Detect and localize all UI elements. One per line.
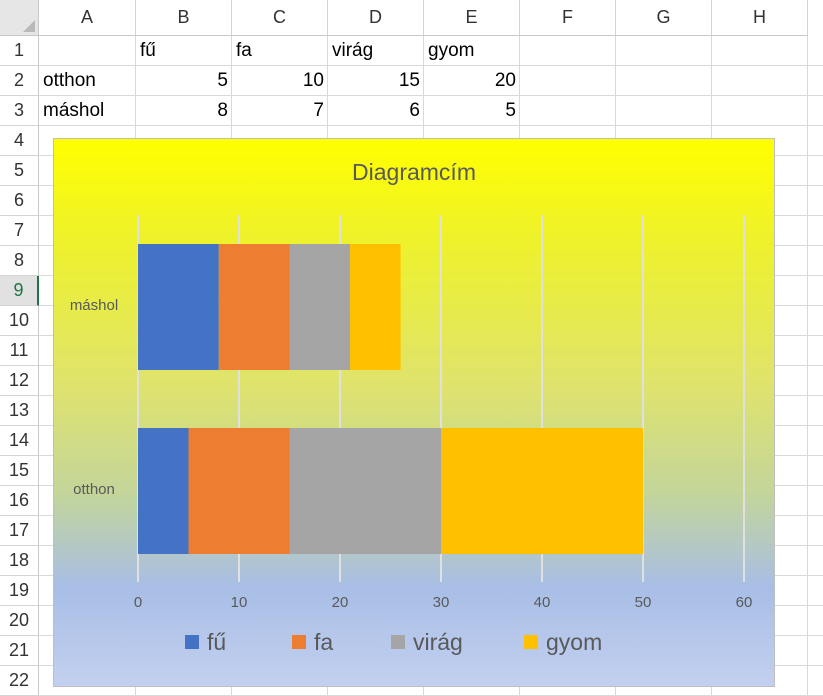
row-header-11[interactable]: 11: [0, 336, 39, 366]
legend-item[interactable]: fa: [292, 627, 333, 657]
legend-swatch: [391, 635, 405, 649]
row-header-22[interactable]: 22: [0, 666, 39, 696]
column-header-e[interactable]: E: [424, 0, 520, 36]
column-header-c[interactable]: C: [232, 0, 328, 36]
row-header-15[interactable]: 15: [0, 456, 39, 486]
cell-a3[interactable]: máshol: [43, 100, 105, 121]
row-header-10[interactable]: 10: [0, 306, 39, 336]
legend-item[interactable]: gyom: [524, 627, 602, 657]
legend-label: gyom: [546, 628, 603, 655]
legend-item[interactable]: fű: [185, 627, 226, 657]
column-header-f[interactable]: F: [520, 0, 616, 36]
row-header-12[interactable]: 12: [0, 366, 39, 396]
x-tick-label: 60: [736, 594, 753, 611]
category-label: máshol: [69, 297, 119, 314]
row-header-16[interactable]: 16: [0, 486, 39, 516]
row-header-4[interactable]: 4: [0, 126, 39, 156]
row-header-14[interactable]: 14: [0, 426, 39, 456]
cell-b2[interactable]: 5: [217, 70, 228, 91]
row-header-21[interactable]: 21: [0, 636, 39, 666]
gridline: [39, 125, 823, 126]
row-header-17[interactable]: 17: [0, 516, 39, 546]
bar-máshol-fű[interactable]: [138, 244, 219, 370]
legend-swatch: [185, 635, 199, 649]
cell-c2[interactable]: 10: [302, 70, 324, 91]
legend-swatch: [524, 635, 538, 649]
select-all-corner[interactable]: [0, 0, 39, 36]
cell-d1[interactable]: virág: [332, 40, 374, 61]
cell-a2[interactable]: otthon: [43, 70, 96, 91]
bar-otthon-virág[interactable]: [289, 428, 442, 554]
select-all-triangle-icon: [23, 20, 35, 32]
bar-otthon-fa[interactable]: [188, 428, 290, 554]
bar-máshol-gyom[interactable]: [350, 244, 401, 370]
legend-label: virág: [413, 628, 463, 655]
bar-otthon-gyom[interactable]: [441, 428, 643, 554]
column-header-b[interactable]: B: [136, 0, 232, 36]
x-tick-label: 30: [433, 594, 450, 611]
column-header-a[interactable]: A: [39, 0, 136, 36]
legend-swatch: [292, 635, 306, 649]
row-header-6[interactable]: 6: [0, 186, 39, 216]
cell-b3[interactable]: 8: [217, 100, 228, 121]
legend-item[interactable]: virág: [391, 627, 463, 657]
cell-d3[interactable]: 6: [409, 100, 420, 121]
plot-area: 0 10 20 30 40 50 60: [134, 215, 753, 611]
column-header-d[interactable]: D: [328, 0, 424, 36]
cell-e3[interactable]: 5: [505, 100, 516, 121]
gridline: [39, 95, 823, 96]
row-header-1[interactable]: 1: [0, 36, 39, 66]
chart-title[interactable]: Diagramcím: [352, 159, 476, 185]
x-tick-label: 0: [134, 594, 142, 611]
x-tick-label: 20: [332, 594, 349, 611]
cell-c1[interactable]: fa: [236, 40, 252, 61]
row-header-13[interactable]: 13: [0, 396, 39, 426]
row-header-20[interactable]: 20: [0, 606, 39, 636]
cell-d2[interactable]: 15: [398, 70, 420, 91]
column-header-h[interactable]: H: [712, 0, 808, 36]
row-header-9[interactable]: 9: [0, 276, 39, 306]
legend-label: fű: [207, 628, 227, 655]
row-header-2[interactable]: 2: [0, 66, 39, 96]
gridline: [39, 65, 823, 66]
bar-máshol-virág[interactable]: [289, 244, 351, 370]
row-header-18[interactable]: 18: [0, 546, 39, 576]
row-header-19[interactable]: 19: [0, 576, 39, 606]
row-header-7[interactable]: 7: [0, 216, 39, 246]
cell-b1[interactable]: fű: [140, 40, 156, 61]
row-header-3[interactable]: 3: [0, 96, 39, 126]
cell-e1[interactable]: gyom: [428, 40, 475, 61]
x-tick-label: 40: [534, 594, 551, 611]
cell-e2[interactable]: 20: [494, 70, 516, 91]
row-header-5[interactable]: 5: [0, 156, 39, 186]
column-header-g[interactable]: G: [616, 0, 712, 36]
chart-legend[interactable]: fű fa virág gyom: [54, 627, 774, 657]
row-header-8[interactable]: 8: [0, 246, 39, 276]
x-tick-label: 10: [231, 594, 248, 611]
x-tick-label: 50: [635, 594, 652, 611]
bar-otthon-fű[interactable]: [138, 428, 189, 554]
category-label: otthon: [73, 481, 115, 498]
chart-area[interactable]: Diagramcím 0 10 20 30 40 50 60 otthon máshol fű…: [53, 138, 775, 687]
bar-máshol-fa[interactable]: [218, 244, 290, 370]
cell-c3[interactable]: 7: [313, 100, 324, 121]
legend-label: fa: [314, 628, 334, 655]
